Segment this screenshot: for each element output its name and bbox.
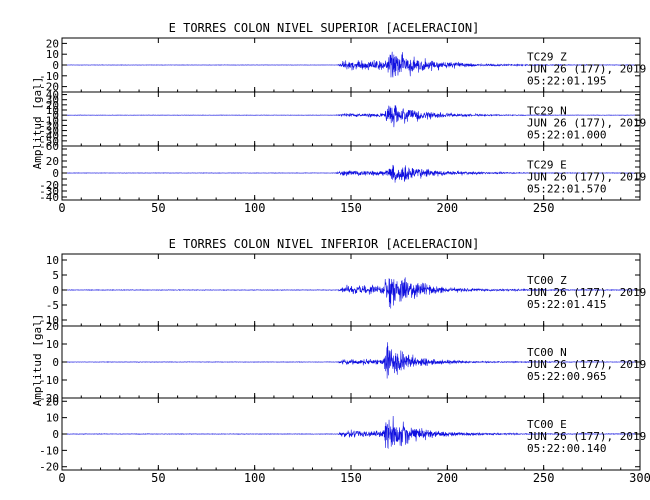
y-tick-label: 40 — [46, 89, 59, 102]
time-label: 05:22:01.000 — [527, 129, 606, 142]
y-tick-label: -40 — [39, 191, 59, 204]
x-tick-label: 50 — [151, 471, 165, 485]
waveform-tc00-e — [62, 416, 640, 450]
y-tick-label: 20 — [46, 155, 59, 168]
y-tick-label: -10 — [39, 114, 59, 127]
y-tick-label: 10 — [46, 338, 59, 351]
x-tick-label: 0 — [58, 201, 65, 215]
x-tick-label: 200 — [436, 471, 458, 485]
date-label: JUN 26 (177), 2019 — [527, 117, 646, 130]
x-tick-label: 250 — [533, 471, 555, 485]
waveform-tc29-n — [62, 105, 640, 128]
y-tick-label: 0 — [52, 284, 59, 297]
y-tick-label: -10 — [39, 314, 59, 327]
x-tick-label: 250 — [533, 201, 555, 215]
time-label: 05:22:01.415 — [527, 298, 606, 311]
x-tick-label: 100 — [244, 471, 266, 485]
date-label: JUN 26 (177), 2019 — [527, 358, 646, 371]
y-tick-label: 20 — [46, 320, 59, 333]
y-tick-label: -10 — [39, 374, 59, 387]
station-label: TC00 Z — [527, 274, 567, 287]
y-tick-label: 0 — [52, 59, 59, 72]
y-tick-label: -5 — [46, 299, 59, 312]
waveform-tc29-e — [62, 164, 640, 183]
station-label: TC29 Z — [527, 51, 567, 64]
time-label: 05:22:00.965 — [527, 370, 606, 383]
y-tick-label: 30 — [46, 94, 59, 107]
y-tick-label: 10 — [46, 254, 59, 267]
x-tick-label: 50 — [151, 201, 165, 215]
date-label: JUN 26 (177), 2019 — [527, 286, 646, 299]
y-tick-label: -20 — [39, 81, 59, 94]
station-label: TC00 E — [527, 418, 567, 431]
chart-title-superior: E TORRES COLON NIVEL SUPERIOR [ACELERACI… — [169, 21, 480, 35]
y-tick-label: 20 — [46, 99, 59, 112]
y-tick-label: -10 — [39, 444, 59, 457]
x-tick-label: 150 — [340, 201, 362, 215]
y-tick-label: -10 — [39, 70, 59, 83]
y-tick-label: -60 — [39, 140, 59, 153]
y-tick-label: 5 — [52, 269, 59, 282]
x-tick-label: 200 — [436, 201, 458, 215]
y-tick-label: 0 — [52, 109, 59, 122]
x-tick-label: 100 — [244, 201, 266, 215]
station-label: TC29 E — [527, 159, 567, 172]
y-axis-label-inferior: Amplitud [gal] — [31, 314, 44, 407]
waveform-tc00-n — [62, 342, 640, 379]
waveform-tc00-z — [62, 277, 640, 309]
x-tick-label: 150 — [340, 471, 362, 485]
y-tick-label: -30 — [39, 185, 59, 198]
time-label: 05:22:01.570 — [527, 183, 606, 196]
y-tick-label: 0 — [52, 428, 59, 441]
y-tick-label: -20 — [39, 119, 59, 132]
chart-title-inferior: E TORRES COLON NIVEL INFERIOR [ACELERACI… — [169, 237, 480, 251]
y-tick-label: 0 — [52, 356, 59, 369]
date-label: JUN 26 (177), 2019 — [527, 430, 646, 443]
y-tick-label: 20 — [46, 37, 59, 50]
y-tick-label: 10 — [46, 412, 59, 425]
y-tick-label: 10 — [46, 104, 59, 117]
waveform-tc29-z — [62, 51, 640, 78]
date-label: JUN 26 (177), 2019 — [527, 171, 646, 184]
x-tick-label: 300 — [629, 471, 650, 485]
y-tick-label: 0 — [52, 167, 59, 180]
y-tick-label: -50 — [39, 135, 59, 148]
y-tick-label: -30 — [39, 125, 59, 138]
station-label: TC29 N — [527, 105, 567, 118]
y-tick-label: -20 — [39, 392, 59, 405]
y-axis-label-superior: Amplitud [gal] — [31, 77, 44, 170]
y-tick-label: 20 — [46, 395, 59, 408]
date-label: JUN 26 (177), 2019 — [527, 63, 646, 76]
y-tick-label: -20 — [39, 179, 59, 192]
time-label: 05:22:00.140 — [527, 442, 606, 455]
chart-nivel-superior: E TORRES COLON NIVEL SUPERIOR [ACELERACI… — [31, 21, 646, 215]
y-tick-label: 10 — [46, 48, 59, 61]
x-tick-label: 0 — [58, 471, 65, 485]
y-tick-label: -40 — [39, 130, 59, 143]
y-tick-label: -20 — [39, 461, 59, 474]
time-label: 05:22:01.195 — [527, 75, 606, 88]
station-label: TC00 N — [527, 346, 567, 359]
chart-nivel-inferior: E TORRES COLON NIVEL INFERIOR [ACELERACI… — [31, 237, 650, 485]
